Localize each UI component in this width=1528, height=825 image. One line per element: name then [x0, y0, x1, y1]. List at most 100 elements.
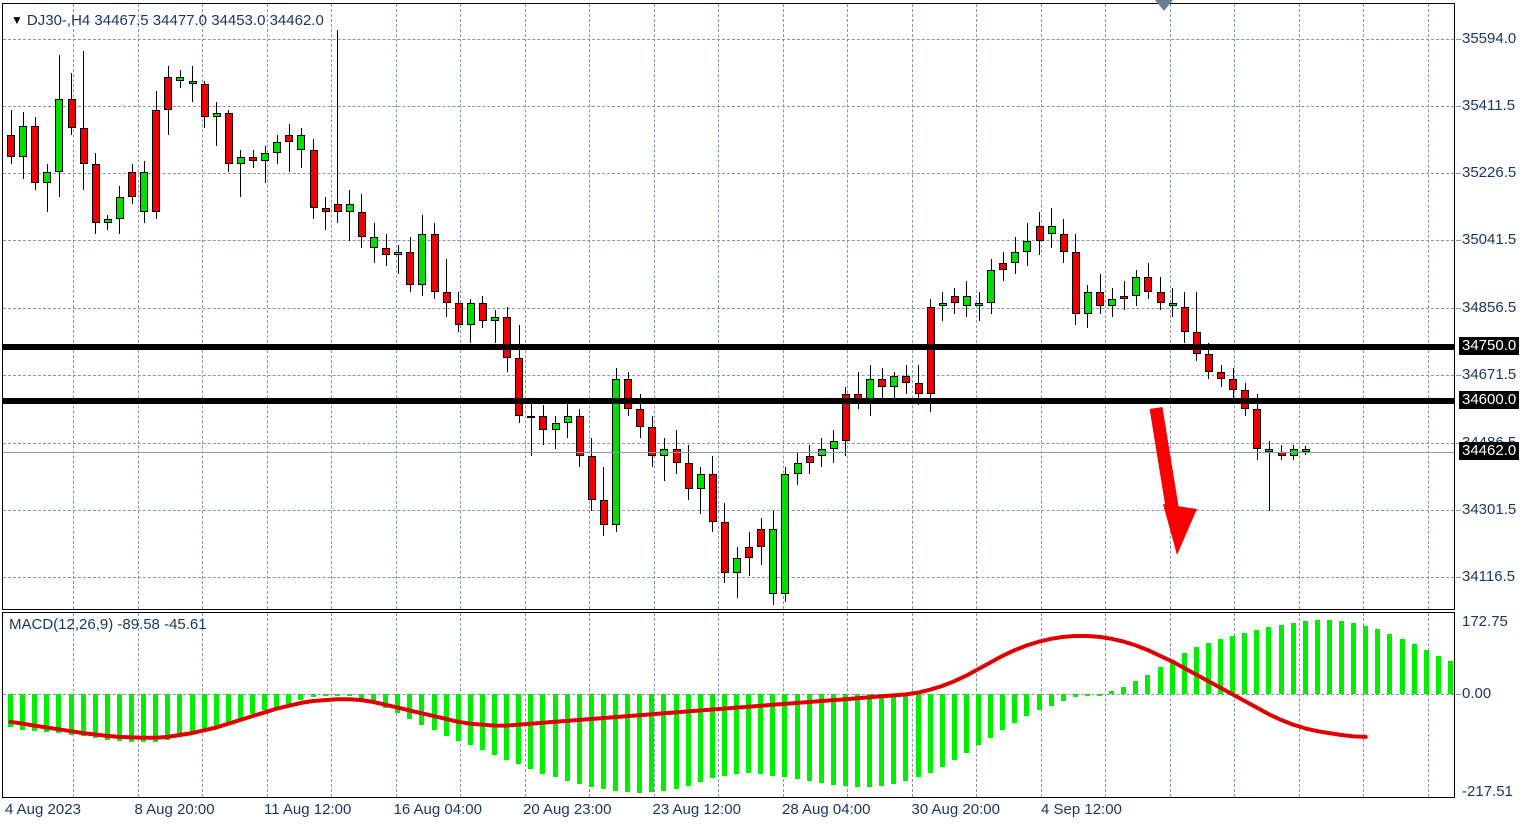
candlestick — [43, 4, 52, 609]
macd-histogram-bar — [818, 694, 824, 784]
time-axis-label: 23 Aug 12:00 — [652, 801, 741, 818]
candlestick — [164, 4, 173, 609]
candlestick — [902, 4, 911, 609]
macd-plot-area[interactable] — [3, 613, 1454, 797]
axis-tick — [1456, 577, 1461, 579]
candlestick — [769, 4, 778, 609]
candle-wick — [530, 401, 532, 456]
candle-wick — [192, 65, 193, 103]
candle-body-bearish — [1156, 291, 1165, 303]
macd-zero-line — [3, 694, 1454, 696]
price-axis-label: 35411.5 — [1462, 96, 1516, 114]
candlestick — [1023, 4, 1032, 609]
candle-body-bullish — [1023, 240, 1032, 252]
macd-histogram-bar — [903, 694, 909, 782]
vertical-gridline — [589, 4, 590, 609]
current-price-badge[interactable]: 34462.0 — [1459, 441, 1520, 460]
candlestick — [612, 4, 620, 609]
candle-body-bearish — [805, 455, 814, 464]
macd-histogram-bar — [1169, 659, 1175, 695]
price-plot-area[interactable] — [3, 4, 1454, 609]
candlestick — [7, 4, 15, 609]
price-chart-panel[interactable]: ▼ DJ30-,H4 34467.5 34477.0 34453.0 34462.… — [2, 3, 1455, 610]
macd-histogram-bar — [528, 694, 534, 769]
candle-wick — [397, 244, 399, 274]
candle-body-bullish — [261, 153, 270, 161]
candle-body-bullish — [733, 557, 741, 573]
candlestick — [200, 4, 209, 609]
level-price-badge[interactable]: 34750.0 — [1459, 336, 1520, 355]
macd-histogram-bar — [867, 694, 873, 787]
candlestick — [249, 4, 257, 609]
macd-histogram-bar — [237, 694, 243, 719]
macd-signal-line — [8, 634, 1368, 740]
macd-histogram-bar — [1072, 694, 1078, 698]
candle-body-bearish — [430, 233, 439, 292]
level-price-badge[interactable]: 34600.0 — [1459, 391, 1520, 410]
vertical-gridline — [847, 4, 848, 609]
candlestick — [212, 4, 221, 609]
candlestick — [370, 4, 378, 609]
horizontal-gridline — [3, 577, 1454, 579]
candlestick — [866, 4, 875, 609]
candle-wick — [942, 291, 944, 322]
macd-histogram-bar — [177, 694, 183, 737]
candlestick — [1241, 4, 1250, 609]
candle-body-bullish — [370, 237, 378, 249]
candlestick — [1071, 4, 1080, 609]
macd-histogram-bar — [782, 694, 788, 778]
candle-body-bearish — [1180, 306, 1189, 332]
vertical-gridline — [1105, 613, 1106, 797]
axis-tick — [1456, 172, 1461, 174]
axis-tick — [1456, 510, 1461, 512]
macd-histogram-bar — [697, 694, 703, 783]
candlestick — [708, 4, 717, 609]
candle-body-bearish — [382, 248, 391, 256]
vertical-gridline — [73, 613, 74, 797]
axis-tick — [1456, 307, 1461, 309]
price-y-axis[interactable]: 34116.534301.534486.534671.534856.535041… — [1456, 3, 1528, 610]
macd-histogram-bar — [976, 694, 981, 746]
candlestick — [273, 4, 282, 609]
vertical-gridline — [1170, 613, 1171, 797]
macd-histogram-bar — [939, 694, 945, 768]
macd-histogram-bar — [915, 694, 921, 778]
time-axis-label: 16 Aug 04:00 — [393, 801, 482, 818]
macd-histogram-bar — [830, 694, 836, 785]
time-x-axis[interactable]: 4 Aug 2023 8 Aug 20:00 11 Aug 12:00 16 Aug … — [2, 799, 1455, 825]
chart-caret-icon[interactable]: ▼ — [11, 13, 23, 27]
macd-histogram-bar — [1423, 650, 1429, 695]
support-resistance-line[interactable] — [3, 343, 1454, 350]
candlestick — [1289, 4, 1298, 609]
candlestick — [1132, 4, 1141, 609]
macd-axis-label: -217.51 — [1462, 783, 1513, 800]
candle-body-bearish — [309, 149, 318, 209]
candle-body-bullish — [1301, 448, 1310, 452]
candle-body-bullish — [987, 270, 996, 303]
vertical-gridline — [202, 4, 203, 609]
candle-body-bearish — [648, 426, 657, 456]
horizontal-gridline — [3, 105, 1454, 107]
price-axis-label: 34301.5 — [1462, 501, 1517, 519]
candle-body-bullish — [1011, 251, 1020, 263]
candlestick — [636, 4, 645, 609]
time-axis-label: 20 Aug 23:00 — [523, 801, 612, 818]
candlestick — [624, 4, 633, 609]
price-axis-label: 35594.0 — [1462, 29, 1517, 47]
current-price-line[interactable] — [3, 451, 1454, 453]
candlestick — [236, 4, 245, 609]
candle-body-bearish — [539, 415, 548, 431]
vertical-gridline — [718, 613, 719, 797]
support-resistance-line[interactable] — [3, 398, 1454, 405]
candle-body-bullish — [975, 302, 983, 307]
macd-histogram-bar — [1097, 693, 1102, 696]
candle-body-bullish — [563, 415, 572, 424]
candle-body-bullish — [297, 135, 306, 150]
candle-body-bullish — [345, 204, 354, 212]
candlestick — [829, 4, 838, 609]
macd-histogram-bar — [988, 694, 994, 738]
candlestick — [854, 4, 862, 609]
macd-indicator-panel[interactable]: MACD(12,26,9) -89.58 -45.61 — [2, 612, 1455, 798]
macd-histogram-bar — [721, 694, 727, 776]
candle-body-bullish — [1047, 226, 1056, 234]
